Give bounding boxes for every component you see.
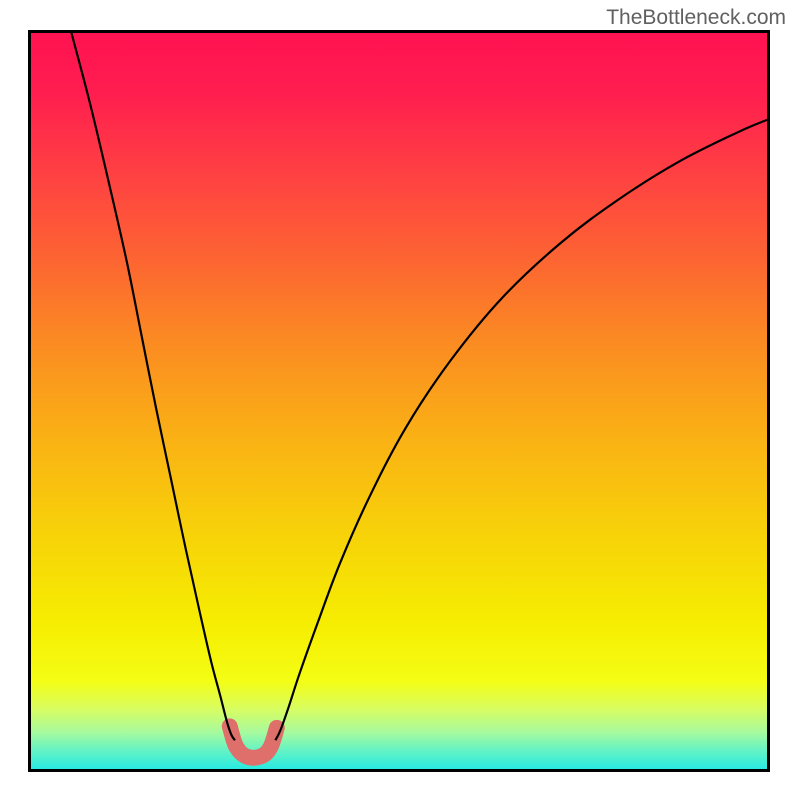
- plot-area: [28, 30, 770, 772]
- curve-left: [71, 33, 234, 740]
- watermark-text: TheBottleneck.com: [606, 6, 786, 30]
- curve-right: [275, 120, 767, 740]
- chart-svg: [31, 33, 767, 769]
- u-shape-marker: [230, 726, 277, 757]
